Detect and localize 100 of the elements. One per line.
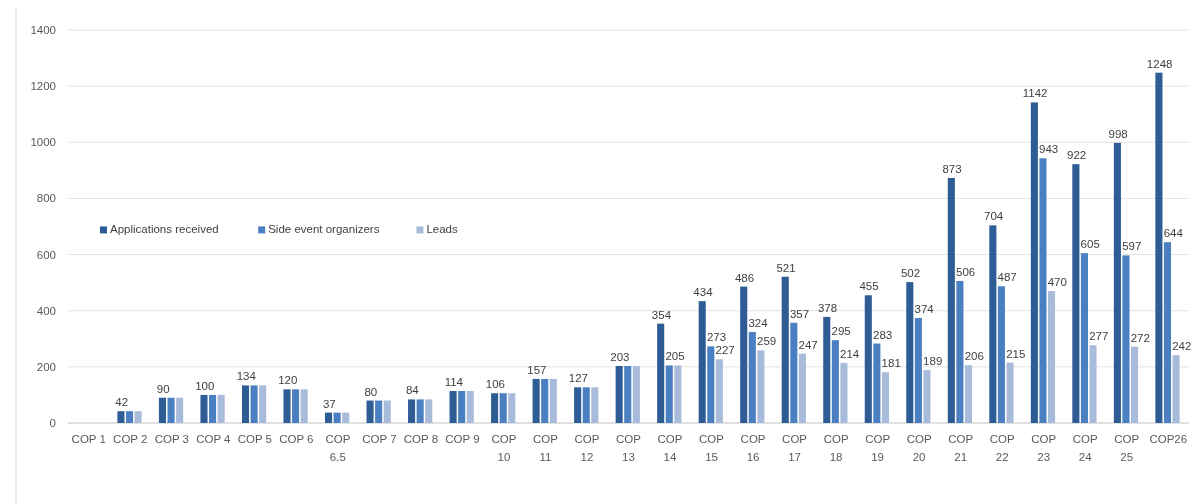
bar bbox=[582, 387, 590, 423]
y-tick-label: 1400 bbox=[30, 24, 56, 36]
x-tick-label: COP26 bbox=[1149, 433, 1188, 445]
bar bbox=[881, 372, 889, 423]
bar bbox=[615, 366, 623, 423]
data-label: 157 bbox=[527, 363, 547, 376]
data-label: 273 bbox=[706, 331, 727, 344]
legend-label: Side event organizers bbox=[268, 223, 380, 236]
data-label: 1248 bbox=[1146, 57, 1173, 70]
bar bbox=[698, 301, 706, 423]
data-label: 506 bbox=[956, 265, 976, 278]
x-tick-label: COP 2 bbox=[113, 433, 148, 445]
bar bbox=[466, 391, 474, 423]
y-tick-label: 1200 bbox=[30, 80, 56, 93]
bar bbox=[200, 394, 208, 423]
data-label: 502 bbox=[900, 267, 921, 280]
x-tick-label: COP 6 bbox=[279, 433, 314, 445]
x-tick-label: COP 25 bbox=[1114, 433, 1140, 463]
bar bbox=[167, 397, 175, 423]
data-label: 644 bbox=[1163, 227, 1184, 240]
bar bbox=[1172, 355, 1180, 423]
data-label: 127 bbox=[568, 372, 588, 385]
data-label: 272 bbox=[1130, 331, 1150, 344]
data-label: 259 bbox=[757, 335, 777, 348]
x-tick-label: COP 13 bbox=[616, 433, 642, 463]
data-label: 227 bbox=[715, 344, 735, 357]
data-label: 247 bbox=[798, 338, 818, 351]
data-label: 324 bbox=[748, 317, 769, 330]
bar bbox=[624, 366, 632, 423]
bar bbox=[383, 400, 391, 423]
x-tick-label: COP 14 bbox=[657, 433, 683, 463]
bar bbox=[574, 387, 582, 423]
bar bbox=[674, 365, 682, 423]
bar bbox=[1006, 362, 1014, 423]
data-label: 357 bbox=[789, 307, 810, 320]
data-label: 354 bbox=[651, 308, 672, 321]
data-label: 181 bbox=[881, 357, 901, 370]
x-tick-label: COP 17 bbox=[782, 433, 808, 463]
bar bbox=[425, 399, 433, 423]
bar bbox=[325, 412, 333, 423]
bar bbox=[914, 318, 922, 423]
x-tick-label: COP 16 bbox=[740, 433, 766, 463]
bar bbox=[458, 391, 466, 423]
bar bbox=[831, 340, 839, 423]
bar bbox=[964, 365, 973, 423]
data-label: 704 bbox=[983, 210, 1004, 223]
data-label: 114 bbox=[444, 376, 464, 388]
data-label: 374 bbox=[914, 303, 935, 316]
x-tick-label: COP 4 bbox=[196, 433, 232, 445]
data-label: 295 bbox=[831, 325, 851, 338]
bar bbox=[1113, 142, 1121, 423]
data-label: 605 bbox=[1080, 238, 1100, 251]
bar bbox=[1155, 72, 1163, 423]
y-tick-label: 200 bbox=[36, 360, 56, 373]
data-label: 283 bbox=[873, 328, 893, 341]
data-label: 42 bbox=[115, 396, 129, 409]
x-tick-label: COP 3 bbox=[154, 433, 189, 445]
bar bbox=[798, 353, 806, 423]
bar bbox=[840, 362, 848, 423]
data-label: 100 bbox=[195, 379, 215, 392]
bar bbox=[864, 295, 872, 423]
bar bbox=[757, 350, 765, 423]
x-tick-label: COP 8 bbox=[403, 433, 439, 445]
x-tick-label: COP 1 bbox=[71, 433, 106, 445]
data-label: 84 bbox=[405, 384, 420, 397]
x-tick-label: COP 11 bbox=[533, 433, 559, 463]
legend-label: Applications received bbox=[110, 223, 219, 236]
data-label: 80 bbox=[364, 385, 378, 398]
bar bbox=[1039, 158, 1047, 423]
data-label: 205 bbox=[665, 350, 685, 363]
bar bbox=[906, 282, 914, 423]
bar bbox=[209, 394, 217, 423]
bar bbox=[333, 412, 341, 423]
x-tick-label: COP 6.5 bbox=[325, 433, 351, 463]
x-tick-label: COP 15 bbox=[699, 433, 725, 463]
bar bbox=[1030, 102, 1038, 423]
bar bbox=[158, 397, 167, 423]
bar bbox=[823, 316, 831, 423]
bar bbox=[1089, 345, 1097, 423]
x-tick-label: COP 22 bbox=[989, 433, 1015, 463]
data-label: 943 bbox=[1039, 143, 1059, 156]
bar bbox=[1047, 291, 1056, 423]
data-label: 215 bbox=[1006, 347, 1026, 360]
data-label: 106 bbox=[485, 378, 505, 391]
data-label: 873 bbox=[942, 162, 962, 175]
bar bbox=[1080, 253, 1088, 423]
data-label: 1142 bbox=[1022, 87, 1048, 100]
bar bbox=[707, 346, 715, 423]
bar bbox=[300, 389, 308, 423]
bar bbox=[956, 280, 964, 423]
bar bbox=[715, 359, 723, 423]
bar bbox=[499, 393, 507, 423]
data-label: 206 bbox=[964, 350, 984, 363]
x-tick-label: COP 24 bbox=[1072, 433, 1098, 463]
bar bbox=[781, 276, 789, 423]
bar bbox=[342, 412, 350, 423]
data-label: 486 bbox=[734, 271, 755, 284]
bar bbox=[549, 378, 557, 423]
x-tick-label: COP 20 bbox=[906, 433, 932, 463]
x-tick-label: COP 7 bbox=[362, 433, 397, 445]
